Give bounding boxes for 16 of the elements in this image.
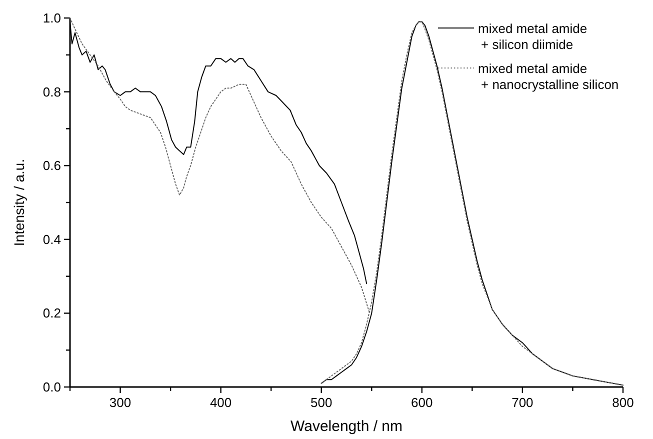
y-tick-label: 0.6 bbox=[42, 158, 61, 174]
y-tick-label: 0.4 bbox=[42, 232, 61, 247]
legend-label: mixed metal amide + silicon diimide bbox=[478, 21, 588, 52]
x-tick-label: 400 bbox=[210, 395, 232, 410]
y-axis-title: Intensity / a.u. bbox=[11, 158, 27, 246]
y-tick-label: 0.2 bbox=[42, 306, 61, 321]
x-tick-label: 300 bbox=[109, 395, 132, 410]
x-tick-label: 800 bbox=[612, 395, 634, 410]
y-tick-label: 1.0 bbox=[42, 10, 61, 26]
x-tick-label: 500 bbox=[310, 395, 332, 410]
y-tick-label: 0.8 bbox=[42, 84, 61, 100]
x-tick-label: 700 bbox=[512, 395, 534, 410]
y-tick-label: 0.0 bbox=[42, 380, 61, 394]
legend-label: mixed metal amide + nanocrystalline silicon bbox=[478, 61, 619, 92]
x-axis-title: Wavelength / nm bbox=[290, 418, 402, 435]
x-tick-label: 600 bbox=[411, 395, 433, 410]
